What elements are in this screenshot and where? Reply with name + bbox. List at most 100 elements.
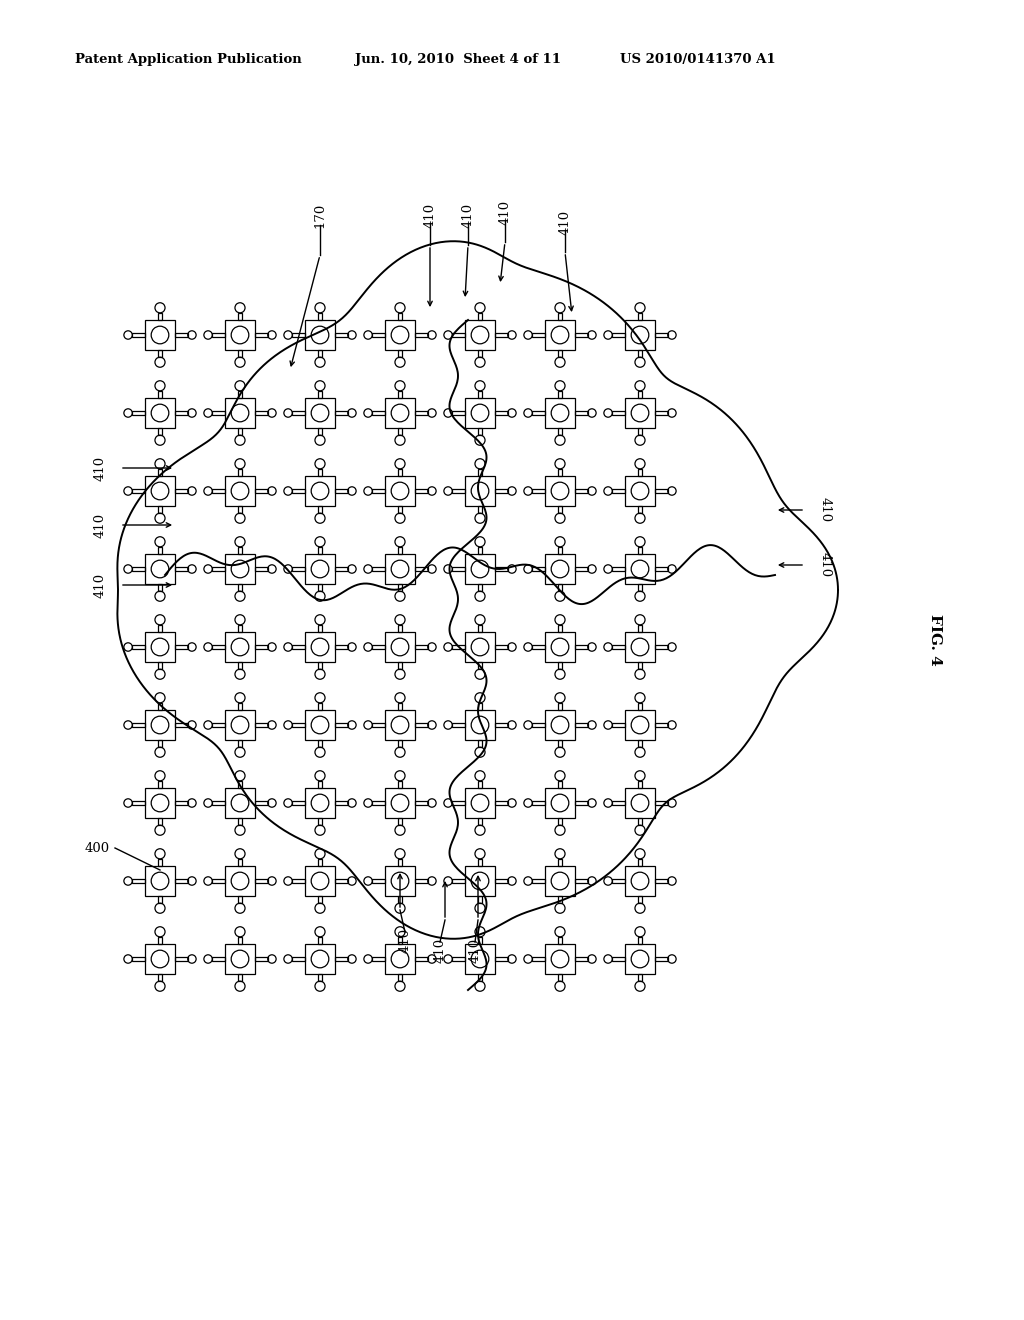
Bar (612, 879, 625, 883)
Bar (398, 937, 401, 944)
Bar (385, 788, 415, 818)
Bar (532, 723, 545, 727)
Bar (575, 568, 588, 570)
Bar (638, 546, 642, 554)
Text: FIG. 4: FIG. 4 (928, 614, 942, 665)
Bar (305, 944, 335, 974)
Bar (385, 944, 415, 974)
Bar (175, 723, 187, 727)
Bar (465, 397, 496, 428)
Bar (465, 632, 496, 663)
Bar (318, 859, 322, 866)
Bar (558, 624, 562, 632)
Bar (398, 702, 401, 710)
Bar (625, 319, 655, 350)
Bar (305, 554, 335, 585)
Bar (158, 702, 162, 710)
Bar (292, 801, 305, 805)
Bar (453, 957, 465, 961)
Bar (318, 624, 322, 632)
Bar (318, 350, 322, 358)
Bar (638, 818, 642, 825)
Bar (612, 333, 625, 337)
Bar (478, 506, 482, 513)
Bar (212, 801, 225, 805)
Bar (558, 974, 562, 981)
Bar (575, 957, 588, 961)
Bar (132, 333, 144, 337)
Bar (638, 313, 642, 319)
Bar (545, 944, 575, 974)
Bar (398, 546, 401, 554)
Bar (558, 391, 562, 397)
Bar (318, 391, 322, 397)
Bar (655, 801, 668, 805)
Bar (625, 944, 655, 974)
Bar (575, 645, 588, 649)
Bar (558, 469, 562, 477)
Bar (318, 313, 322, 319)
Bar (144, 319, 175, 350)
Bar (558, 781, 562, 788)
Bar (158, 741, 162, 747)
Bar (385, 632, 415, 663)
Bar (496, 490, 508, 492)
Bar (385, 710, 415, 741)
Bar (398, 585, 401, 591)
Bar (558, 702, 562, 710)
Bar (415, 568, 428, 570)
Bar (532, 645, 545, 649)
Bar (158, 313, 162, 319)
Bar (545, 866, 575, 896)
Bar (318, 818, 322, 825)
Bar (318, 896, 322, 903)
Bar (453, 723, 465, 727)
Bar (625, 554, 655, 585)
Bar (132, 645, 144, 649)
Bar (558, 818, 562, 825)
Bar (373, 723, 385, 727)
Bar (558, 937, 562, 944)
Bar (373, 801, 385, 805)
Bar (292, 879, 305, 883)
Bar (318, 585, 322, 591)
Bar (398, 469, 401, 477)
Bar (478, 663, 482, 669)
Bar (415, 411, 428, 414)
Bar (465, 554, 496, 585)
Bar (655, 957, 668, 961)
Bar (158, 624, 162, 632)
Bar (398, 663, 401, 669)
Bar (532, 490, 545, 492)
Bar (373, 957, 385, 961)
Bar (415, 333, 428, 337)
Text: 400: 400 (84, 842, 110, 854)
Bar (175, 333, 187, 337)
Bar (212, 879, 225, 883)
Bar (558, 859, 562, 866)
Bar (398, 974, 401, 981)
Bar (478, 781, 482, 788)
Bar (558, 585, 562, 591)
Bar (373, 490, 385, 492)
Bar (225, 944, 255, 974)
Bar (558, 313, 562, 319)
Bar (144, 397, 175, 428)
Bar (239, 313, 242, 319)
Bar (575, 801, 588, 805)
Bar (496, 333, 508, 337)
Bar (638, 506, 642, 513)
Bar (158, 350, 162, 358)
Bar (255, 801, 267, 805)
Bar (144, 944, 175, 974)
Bar (335, 879, 348, 883)
Bar (318, 781, 322, 788)
Bar (318, 741, 322, 747)
Bar (132, 411, 144, 414)
Bar (158, 937, 162, 944)
Bar (612, 723, 625, 727)
Text: Patent Application Publication: Patent Application Publication (75, 54, 302, 66)
Bar (532, 568, 545, 570)
Bar (638, 859, 642, 866)
Bar (239, 624, 242, 632)
